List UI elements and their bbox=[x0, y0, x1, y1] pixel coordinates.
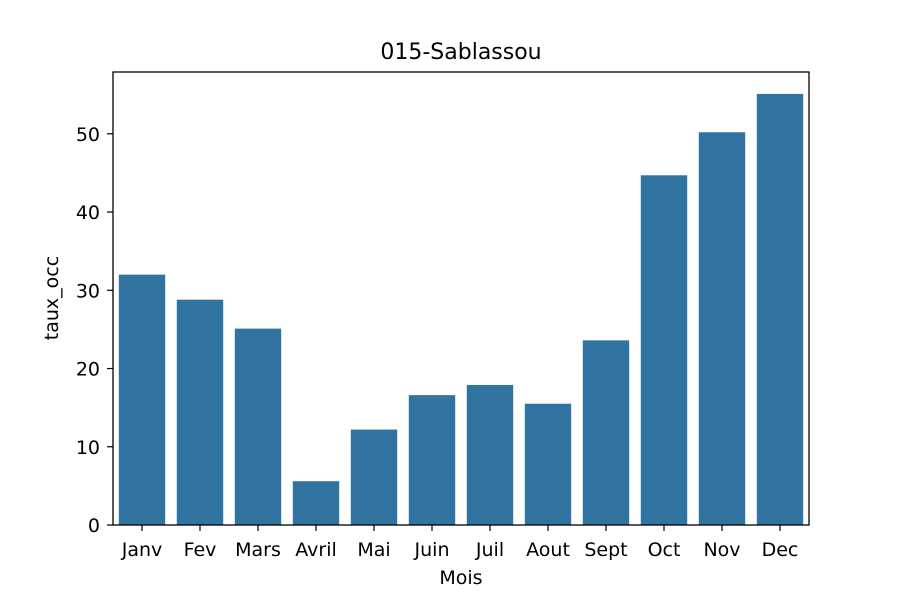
x-tick-label: Aout bbox=[526, 539, 570, 561]
bar-oct bbox=[640, 175, 688, 526]
bar-nov bbox=[698, 132, 746, 525]
x-tick-label: Sept bbox=[584, 539, 627, 561]
chart-title: 015-Sablassou bbox=[380, 40, 541, 65]
x-tick-label: Dec bbox=[762, 539, 799, 561]
bar-dec bbox=[756, 93, 804, 525]
y-axis-label: taux_occ bbox=[41, 256, 63, 340]
y-tick-label: 0 bbox=[88, 515, 100, 537]
x-axis-ticks: Janv Fev Mars Avril Mai Juin Juil Aout Sept Oct No… bbox=[121, 525, 799, 561]
bar-sept bbox=[582, 340, 630, 525]
y-tick-label: 10 bbox=[76, 437, 100, 459]
x-tick-label: Oct bbox=[648, 539, 681, 561]
bar-janv bbox=[118, 274, 166, 525]
bar-juil bbox=[466, 384, 514, 525]
x-tick-label: Janv bbox=[121, 539, 163, 561]
y-tick-label: 20 bbox=[76, 359, 100, 381]
y-tick-label: 40 bbox=[76, 202, 100, 224]
x-tick-label: Mai bbox=[357, 539, 390, 561]
bar-juin bbox=[408, 395, 456, 525]
x-axis-label: Mois bbox=[439, 567, 482, 589]
x-tick-label: Juil bbox=[475, 539, 504, 561]
bar-avril bbox=[292, 481, 340, 525]
y-axis-ticks: 0 10 20 30 40 50 bbox=[76, 124, 113, 537]
x-tick-label: Fev bbox=[184, 539, 217, 561]
bars-group bbox=[118, 93, 804, 526]
bar-aout bbox=[524, 403, 572, 525]
x-tick-label: Mars bbox=[235, 539, 281, 561]
x-tick-label: Nov bbox=[703, 539, 740, 561]
bar-mars bbox=[234, 328, 282, 525]
x-tick-label: Juin bbox=[414, 539, 450, 561]
bar-fev bbox=[176, 299, 224, 525]
bar-mai bbox=[350, 429, 398, 525]
y-tick-label: 50 bbox=[76, 124, 100, 146]
x-tick-label: Avril bbox=[295, 539, 337, 561]
y-tick-label: 30 bbox=[76, 280, 100, 302]
plot-frame bbox=[112, 71, 810, 526]
